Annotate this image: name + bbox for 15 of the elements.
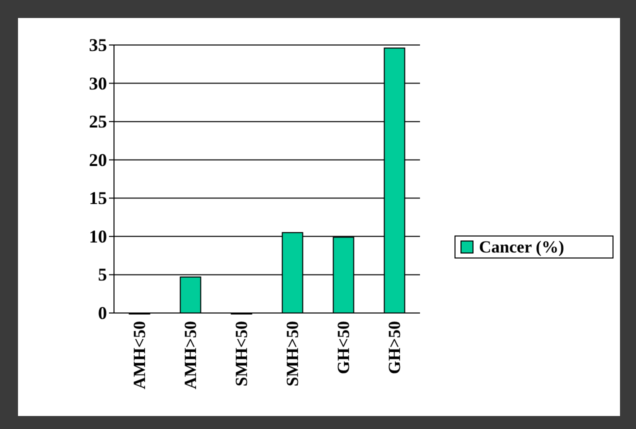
x-tick-label: GH<50 — [334, 321, 353, 374]
y-tick-label: 25 — [89, 112, 107, 132]
y-tick-label: 35 — [89, 35, 107, 55]
x-tick-label: GH>50 — [385, 321, 404, 374]
y-tick-label: 5 — [98, 264, 107, 285]
x-tick-label: AMH<50 — [130, 321, 149, 390]
legend-label: Cancer (%) — [479, 238, 564, 256]
x-tick-label: SMH>50 — [283, 321, 302, 386]
y-tick-label: 0 — [98, 303, 107, 323]
x-tick-label: AMH>50 — [181, 321, 200, 390]
y-tick-label: 10 — [89, 226, 107, 246]
x-tick-label: SMH<50 — [232, 321, 251, 386]
y-tick-label: 15 — [89, 188, 107, 208]
y-tick-label: 30 — [89, 73, 107, 94]
y-tick-label: 20 — [89, 150, 107, 170]
